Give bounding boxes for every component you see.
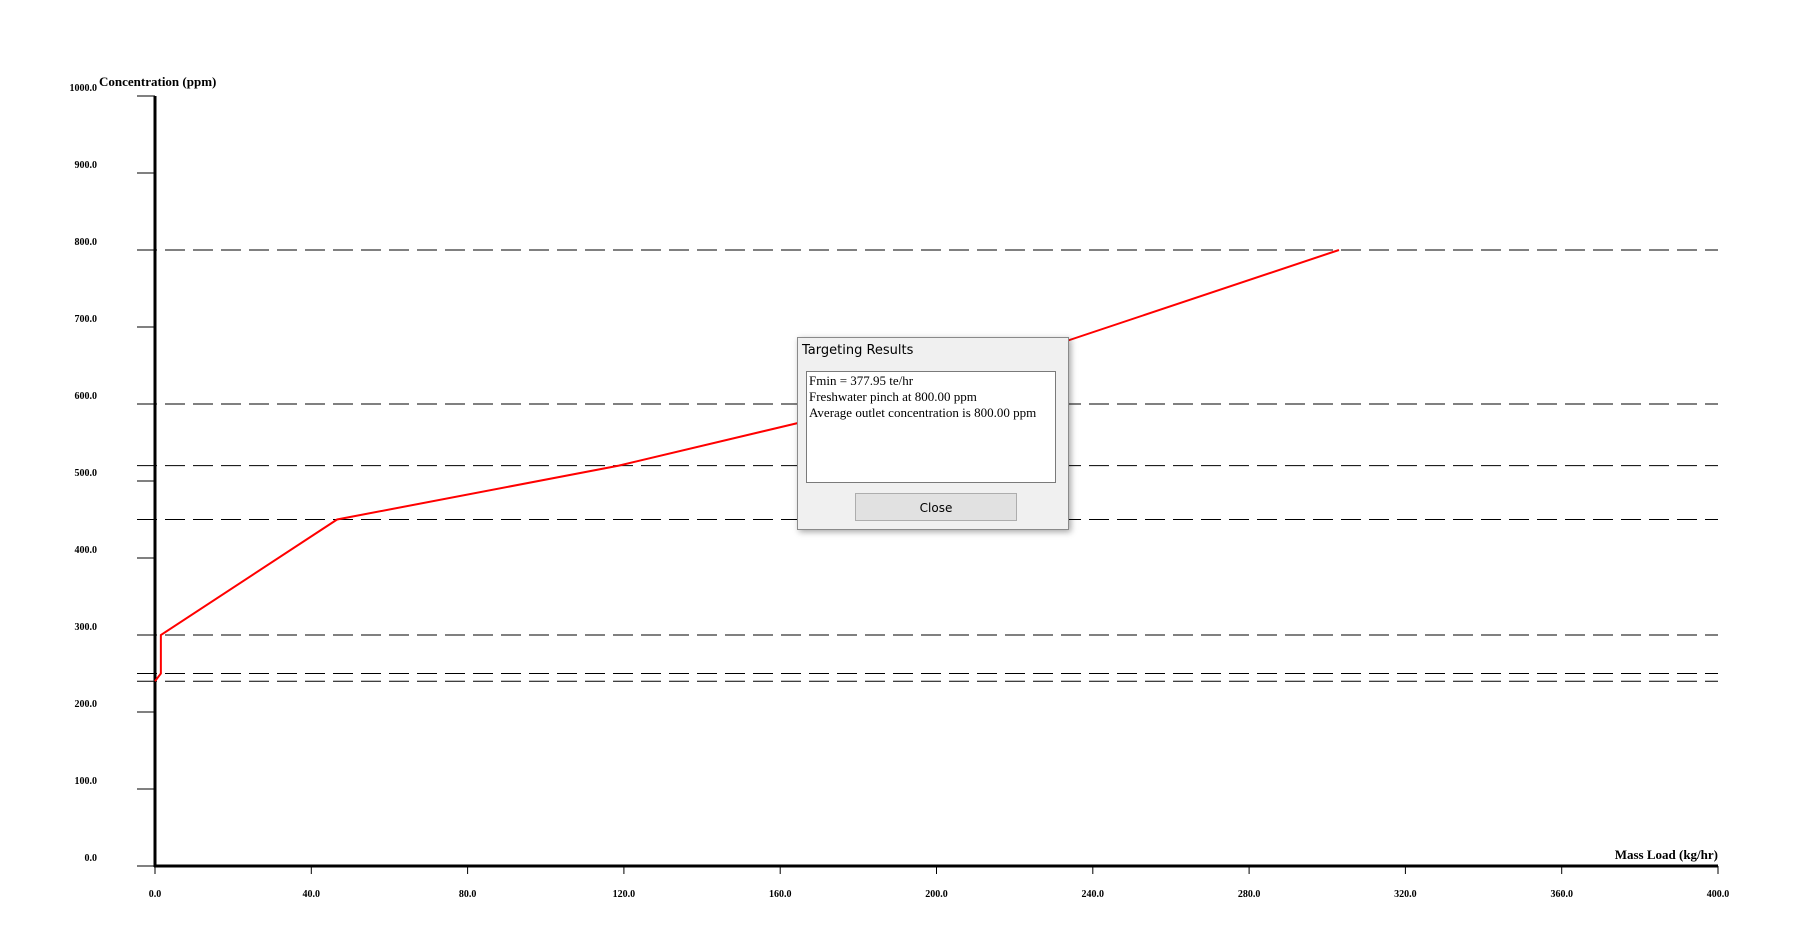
- x-tick-label: 360.0: [1550, 889, 1573, 900]
- results-box: Fmin = 377.95 te/hr Freshwater pinch at …: [806, 371, 1056, 483]
- dialog-title: Targeting Results: [802, 343, 914, 358]
- result-line: Fmin = 377.95 te/hr: [809, 373, 914, 388]
- y-axis-title: Concentration (ppm): [99, 74, 216, 89]
- x-tick-label: 320.0: [1394, 889, 1417, 900]
- y-tick-label: 700.0: [75, 314, 98, 325]
- x-tick-label: 0.0: [149, 889, 162, 900]
- y-tick-label: 900.0: [75, 160, 98, 171]
- y-tick-label: 300.0: [75, 622, 98, 633]
- x-tick-label: 40.0: [303, 889, 321, 900]
- dialog: Targeting Results Fmin = 377.95 te/hr Fr…: [797, 337, 1069, 530]
- result-line: Average outlet concentration is 800.00 p…: [809, 405, 1037, 420]
- result-line: Freshwater pinch at 800.00 ppm: [809, 389, 977, 404]
- y-tick-label: 600.0: [75, 391, 98, 402]
- y-tick-label: 0.0: [85, 853, 98, 864]
- x-axis-title: Mass Load (kg/hr): [1615, 847, 1718, 862]
- x-tick-label: 200.0: [925, 889, 948, 900]
- x-tick-label: 80.0: [459, 889, 477, 900]
- y-tick-label: 500.0: [75, 468, 98, 479]
- x-tick-label: 120.0: [613, 889, 636, 900]
- x-tick-label: 240.0: [1082, 889, 1105, 900]
- close-button[interactable]: Close: [855, 493, 1017, 521]
- y-tick-label: 1000.0: [70, 83, 98, 94]
- y-tick-label: 100.0: [75, 776, 98, 787]
- x-tick-label: 160.0: [769, 889, 792, 900]
- y-tick-label: 400.0: [75, 545, 98, 556]
- x-tick-label: 280.0: [1238, 889, 1261, 900]
- y-tick-label: 800.0: [75, 237, 98, 248]
- y-tick-label: 200.0: [75, 699, 98, 710]
- x-tick-label: 400.0: [1707, 889, 1730, 900]
